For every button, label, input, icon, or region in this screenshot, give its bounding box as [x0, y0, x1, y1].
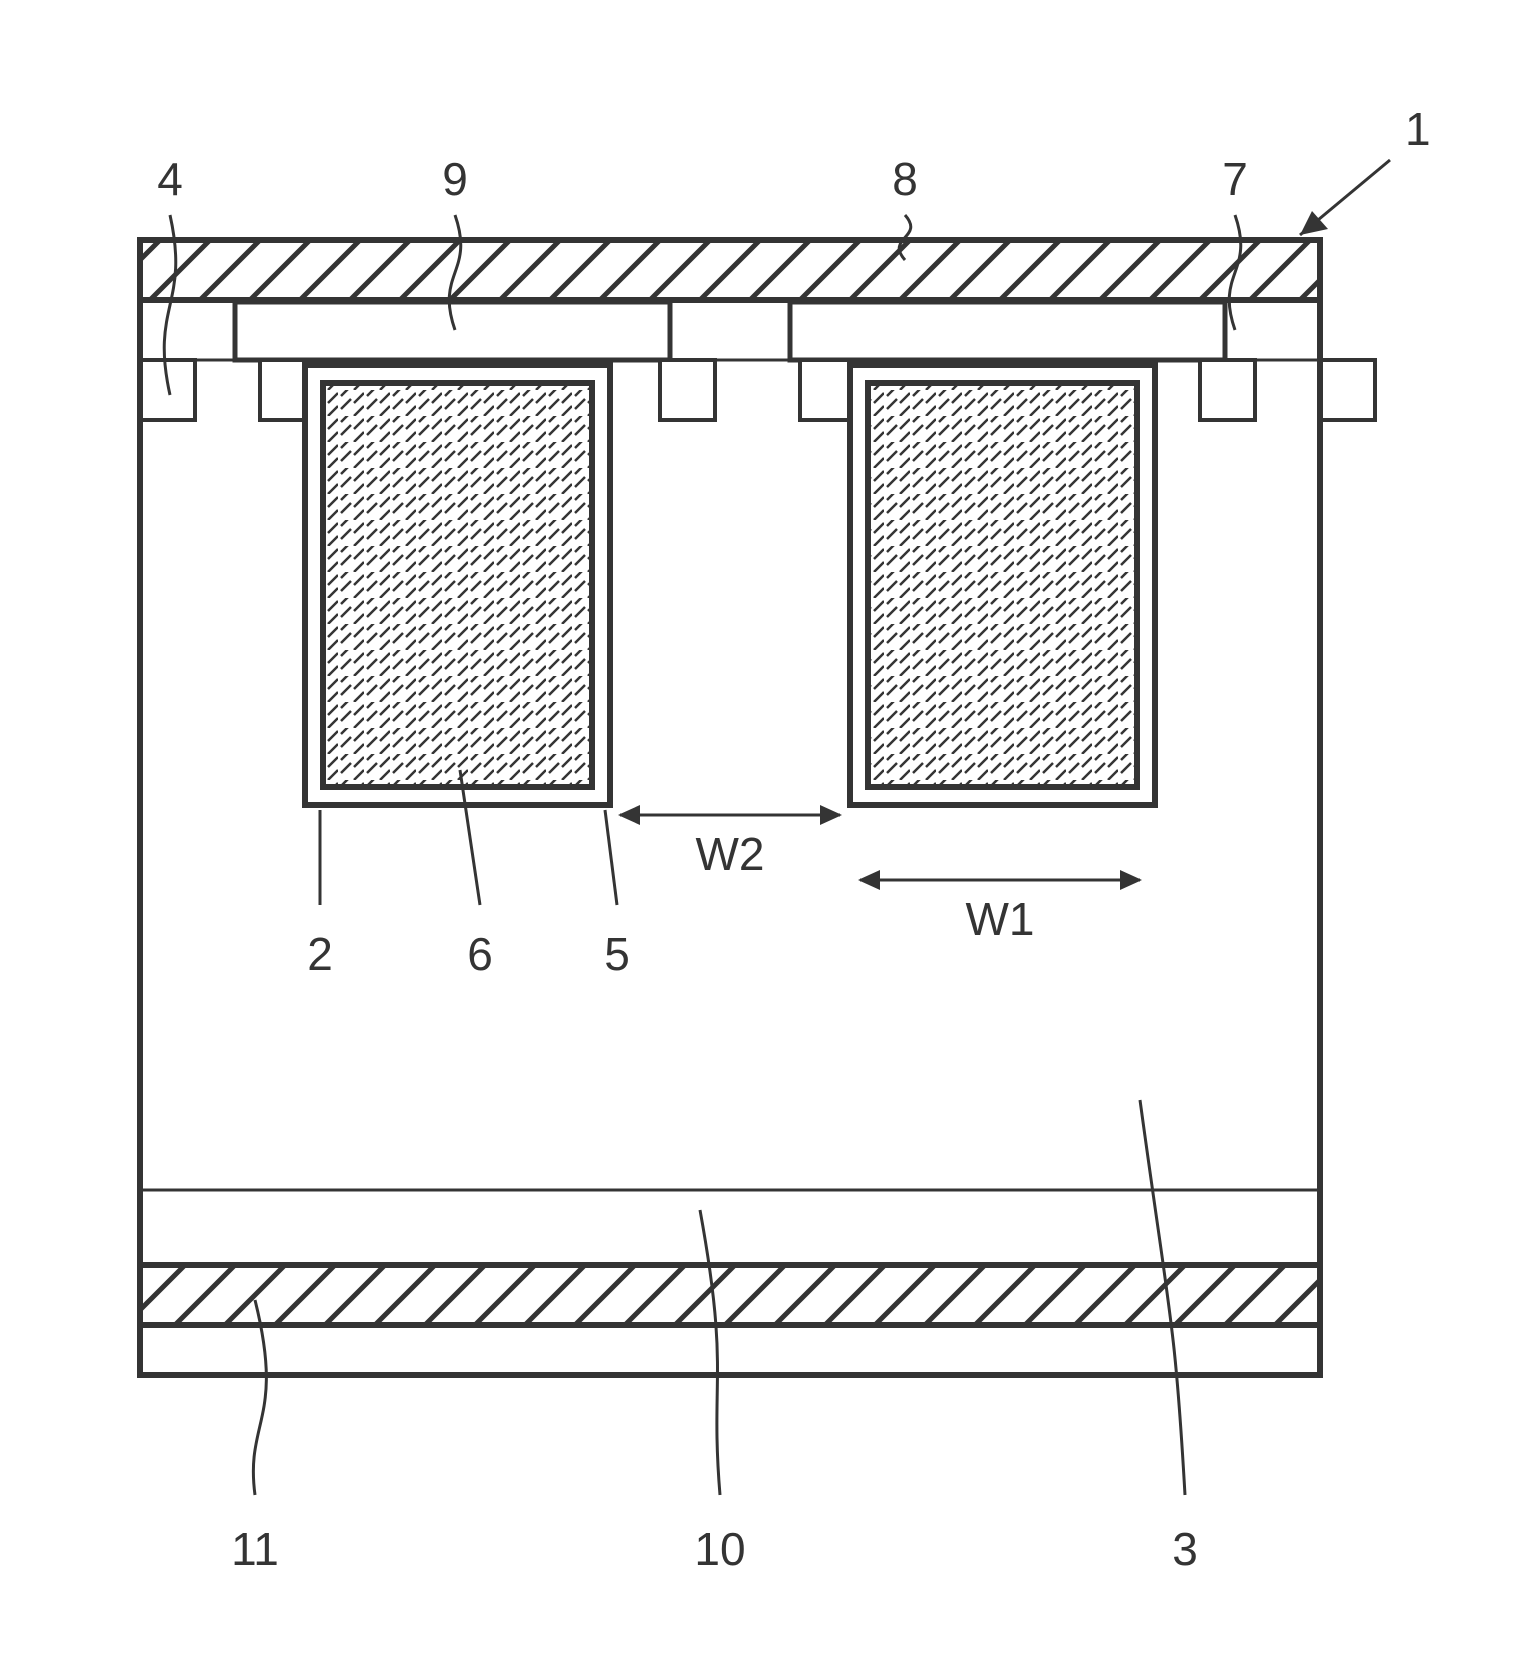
label-2: 2 [307, 928, 333, 980]
notch-4 [1200, 360, 1255, 420]
label-3: 3 [1172, 1523, 1198, 1575]
notch-3 [800, 360, 855, 420]
bottom-electrode [140, 1265, 1320, 1325]
trench-fill-left [323, 383, 592, 787]
label-1: 1 [1405, 103, 1431, 155]
notch-2 [660, 360, 715, 420]
label-11: 11 [231, 1523, 279, 1575]
label-7: 7 [1222, 153, 1248, 205]
label-w1: W1 [966, 893, 1035, 945]
cap-plate-right [790, 302, 1225, 360]
label-8: 8 [892, 153, 918, 205]
leader-n11 [253, 1300, 266, 1495]
label-6: 6 [467, 928, 493, 980]
label-5: 5 [604, 928, 630, 980]
leader-n10 [700, 1210, 720, 1495]
top-electrode [140, 240, 1320, 300]
trench-fill-right [868, 383, 1137, 787]
leader-n5 [605, 810, 617, 905]
label-w2: W2 [696, 828, 765, 880]
notch-5 [1320, 360, 1375, 420]
label-10: 10 [694, 1523, 745, 1575]
cap-plate-left [235, 302, 670, 360]
label-9: 9 [442, 153, 468, 205]
label-4: 4 [157, 153, 183, 205]
